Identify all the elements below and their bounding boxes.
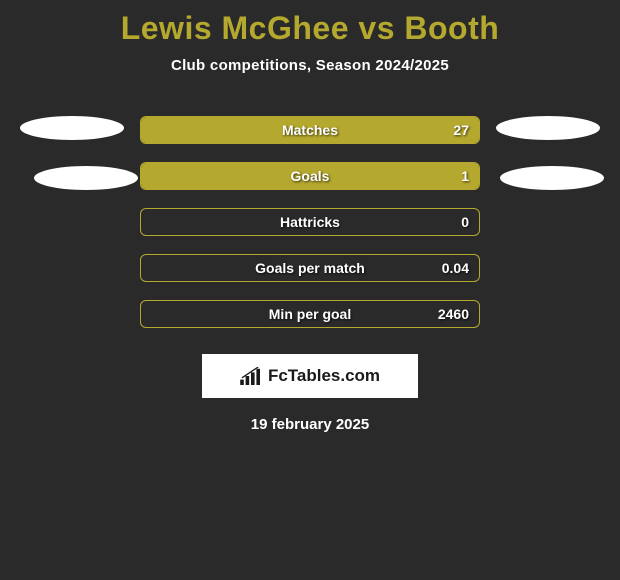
- player-marker: [496, 116, 600, 140]
- subtitle: Club competitions, Season 2024/2025: [171, 57, 449, 74]
- stat-bar-label: Goals: [291, 168, 330, 184]
- player-marker: [20, 116, 124, 140]
- date-label: 19 february 2025: [251, 416, 369, 433]
- chart-icon: [240, 367, 262, 385]
- stat-bar: Goals 1: [140, 162, 480, 190]
- stat-bar-label: Min per goal: [269, 306, 351, 322]
- stat-bar-label: Matches: [282, 122, 338, 138]
- stat-bar: Matches 27: [140, 116, 480, 144]
- stat-bar-label: Hattricks: [280, 214, 340, 230]
- logo-text: FcTables.com: [268, 366, 380, 386]
- stats-area: Matches 27 Goals 1 Hattricks 0 Goals per match…: [0, 116, 620, 328]
- right-ellipse-column: [480, 116, 610, 190]
- stat-bar-value: 0: [461, 214, 469, 230]
- page-title: Lewis McGhee vs Booth: [121, 10, 500, 47]
- stat-bar: Hattricks 0: [140, 208, 480, 236]
- stat-bar-value: 1: [461, 168, 469, 184]
- player-marker: [34, 166, 138, 190]
- player-marker: [500, 166, 604, 190]
- stat-bar-value: 2460: [438, 306, 469, 322]
- stat-bars: Matches 27 Goals 1 Hattricks 0 Goals per match…: [140, 116, 480, 328]
- stat-bar-value: 0.04: [442, 260, 469, 276]
- stat-bar: Goals per match 0.04: [140, 254, 480, 282]
- stat-bar: Min per goal 2460: [140, 300, 480, 328]
- stat-bar-label: Goals per match: [255, 260, 365, 276]
- logo-box: FcTables.com: [202, 354, 418, 398]
- left-ellipse-column: [10, 116, 140, 190]
- stat-bar-value: 27: [453, 122, 469, 138]
